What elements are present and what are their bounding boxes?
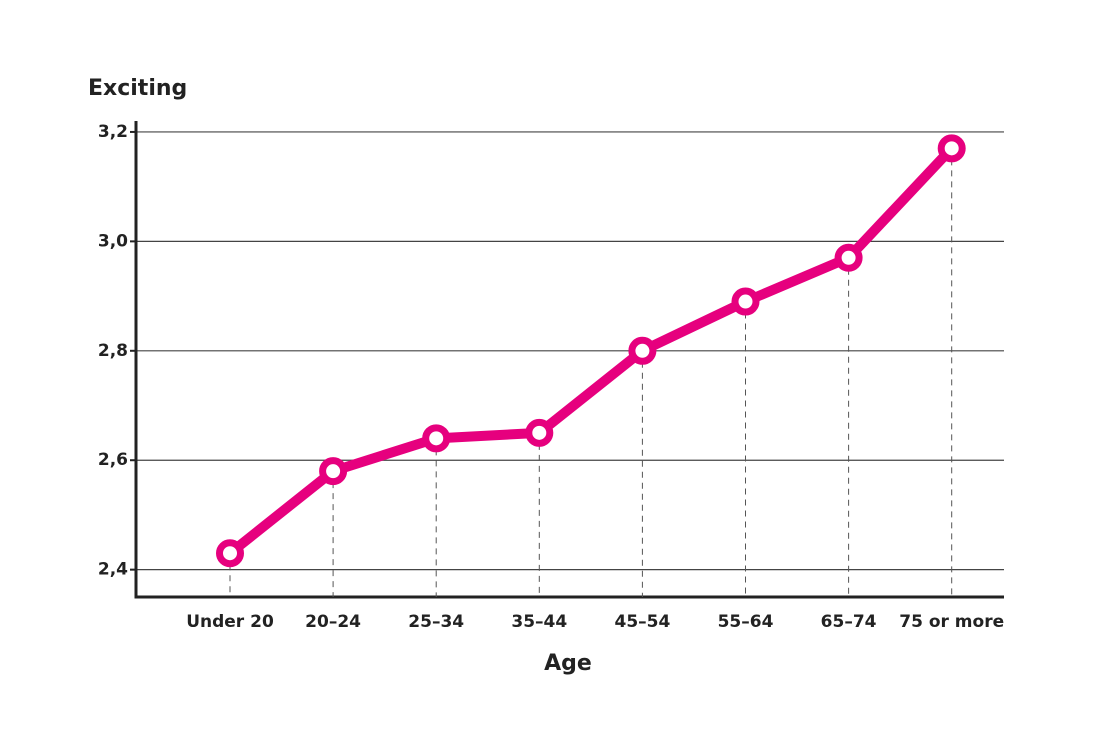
data-point	[319, 457, 348, 486]
x-tick-label: 45–54	[614, 612, 670, 632]
x-tick-label: 65–74	[821, 612, 877, 632]
y-tick-label: 2,8	[98, 341, 128, 361]
x-tick-label: Under 20	[186, 612, 274, 632]
data-line	[226, 144, 956, 558]
data-point	[525, 418, 554, 447]
data-point	[628, 336, 657, 365]
data-point	[937, 134, 966, 163]
x-tick-label: 25–34	[408, 612, 464, 632]
x-tick-label: 55–64	[718, 612, 774, 632]
y-tick-label: 3,2	[98, 122, 128, 142]
data-point	[216, 539, 244, 568]
data-point	[834, 243, 863, 272]
x-axis-title: Age	[544, 651, 592, 676]
x-tick-label: 35–44	[511, 612, 567, 632]
x-tick-label: 20–24	[305, 612, 361, 632]
x-tick-label: 75 or more	[899, 612, 1004, 632]
data-point	[422, 424, 451, 453]
y-tick-label: 3,0	[98, 231, 128, 251]
data-point	[731, 287, 760, 316]
y-axis-title: Exciting	[88, 76, 187, 101]
y-tick-label: 2,4	[98, 560, 128, 580]
y-tick-label: 2,6	[98, 450, 128, 470]
